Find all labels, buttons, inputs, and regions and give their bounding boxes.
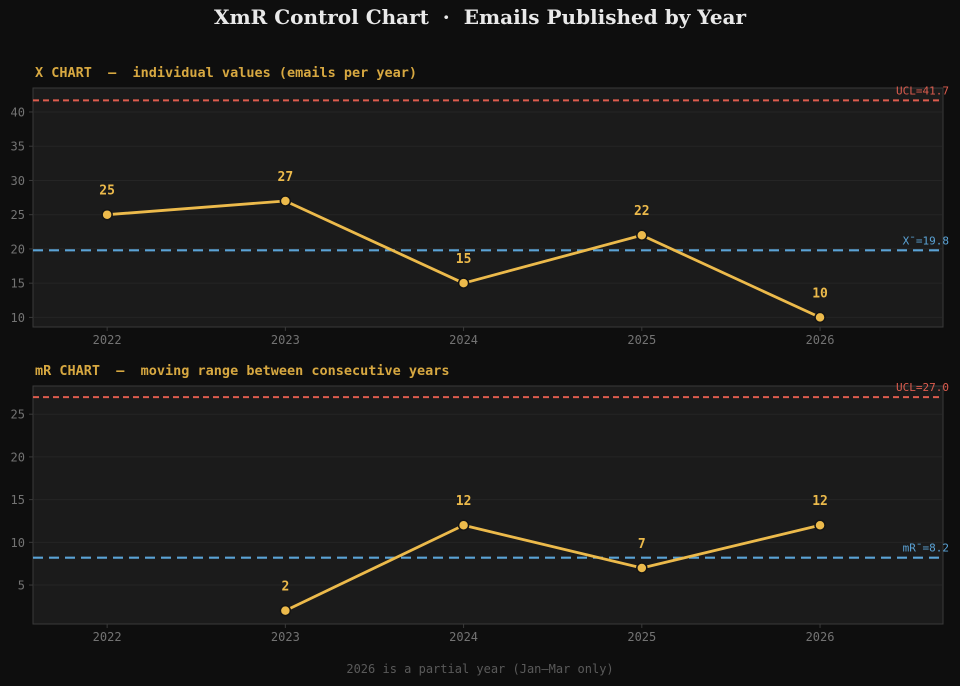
data-point-label: 27 xyxy=(278,170,294,185)
series-line xyxy=(283,523,822,613)
data-point-label: 2 xyxy=(281,580,289,595)
x-tick-label: 2025 xyxy=(627,333,656,347)
plot-area xyxy=(32,385,944,625)
footnote: 2026 is a partial year (Jan—Mar only) xyxy=(346,662,614,676)
center-label: X¯=19.8 xyxy=(903,234,949,247)
data-point-label: 25 xyxy=(99,184,115,199)
data-point-label: 22 xyxy=(634,204,650,219)
y-tick-label: 20 xyxy=(11,450,25,464)
y-tick-label: 15 xyxy=(11,277,25,291)
x-tick-label: 2024 xyxy=(449,333,478,347)
x-tick-label: 2022 xyxy=(93,333,122,347)
y-tick-label: 15 xyxy=(11,493,25,507)
x-chart-title: X CHART — individual values (emails per … xyxy=(35,65,418,81)
y-tick-label: 20 xyxy=(11,242,25,256)
y-tick-label: 10 xyxy=(11,536,25,550)
page-title: XmR Control Chart · Emails Published by … xyxy=(213,5,747,29)
x-tick-label: 2026 xyxy=(806,333,835,347)
data-point-marker xyxy=(279,604,292,617)
ucl-label: UCL=27.0 xyxy=(896,381,949,394)
data-point-marker xyxy=(279,195,292,207)
x-tick-label: 2023 xyxy=(271,333,300,347)
mr-chart-title: mR CHART — moving range between consecut… xyxy=(35,363,450,379)
data-point-label: 12 xyxy=(812,494,828,509)
plot-area xyxy=(32,87,944,328)
data-point-label: 15 xyxy=(456,252,472,267)
data-point-label: 7 xyxy=(638,537,646,552)
x-tick-label: 2025 xyxy=(627,630,656,644)
ucl-label: UCL=41.7 xyxy=(896,84,949,97)
y-tick-label: 10 xyxy=(11,311,25,325)
y-tick-label: 25 xyxy=(11,208,25,222)
data-point-marker xyxy=(101,208,113,221)
data-point-label: 10 xyxy=(812,286,828,301)
data-point-marker xyxy=(814,519,826,531)
x-tick-label: 2024 xyxy=(449,630,478,644)
x-tick-label: 2023 xyxy=(271,630,300,644)
y-tick-label: 40 xyxy=(11,105,25,119)
y-tick-label: 5 xyxy=(18,579,25,593)
data-point-label: 12 xyxy=(456,494,472,509)
x-tick-label: 2022 xyxy=(93,630,122,644)
data-point-marker xyxy=(457,519,470,531)
x-tick-label: 2026 xyxy=(806,630,835,644)
data-point-marker xyxy=(636,562,648,574)
data-point-marker xyxy=(457,277,470,289)
y-tick-label: 35 xyxy=(11,140,25,154)
y-tick-label: 25 xyxy=(11,408,25,422)
data-point-marker xyxy=(636,229,648,241)
center-label: mR¯=8.2 xyxy=(903,542,949,555)
y-tick-label: 30 xyxy=(11,174,25,188)
data-point-marker xyxy=(814,311,826,324)
